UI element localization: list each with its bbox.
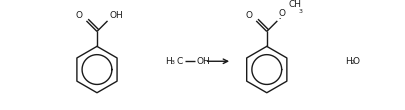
- Text: OH: OH: [196, 57, 210, 66]
- Text: O: O: [352, 57, 359, 66]
- Text: O: O: [245, 11, 252, 20]
- Text: 3: 3: [171, 60, 175, 65]
- Text: CH: CH: [288, 0, 301, 9]
- Text: H: H: [345, 57, 352, 66]
- Text: O: O: [277, 9, 284, 18]
- Text: OH: OH: [109, 11, 123, 20]
- Text: C: C: [176, 57, 183, 66]
- Text: 3: 3: [298, 9, 302, 14]
- Text: O: O: [75, 11, 82, 20]
- Text: H: H: [164, 57, 171, 66]
- Text: 2: 2: [350, 60, 354, 65]
